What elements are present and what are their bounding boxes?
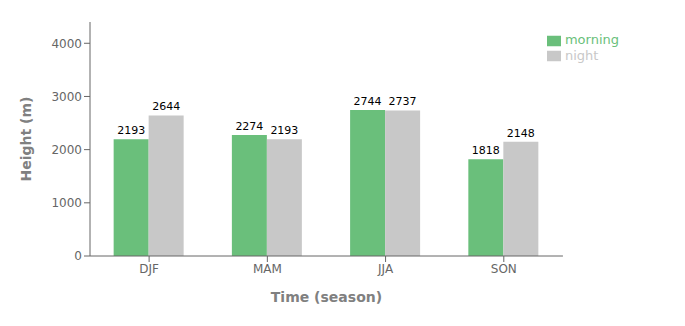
svg-text:Height (m): Height (m) xyxy=(18,97,34,182)
svg-text:2000: 2000 xyxy=(51,143,82,157)
svg-text:Time (season): Time (season) xyxy=(271,289,382,305)
svg-text:2737: 2737 xyxy=(389,95,417,108)
html-text:morning: morning xyxy=(564,32,619,47)
svg-text:2644: 2644 xyxy=(152,100,180,113)
svg-text:SON: SON xyxy=(491,262,517,276)
svg-text:DJF: DJF xyxy=(139,262,159,276)
svg-text:2193: 2193 xyxy=(270,124,298,137)
svg-text:1000: 1000 xyxy=(51,196,82,210)
svg-text:1818: 1818 xyxy=(472,144,500,157)
svg-text:JJA: JJA xyxy=(377,262,394,276)
html-text:night: night xyxy=(564,47,599,63)
svg-text:3000: 3000 xyxy=(51,90,82,104)
svg-text:2744: 2744 xyxy=(354,95,382,108)
svg-text:2274: 2274 xyxy=(235,120,263,133)
svg-text:0: 0 xyxy=(74,249,82,263)
svg-text:4000: 4000 xyxy=(51,37,82,51)
svg-text:2148: 2148 xyxy=(507,127,535,140)
svg-text:2193: 2193 xyxy=(117,124,145,137)
svg-text:MAM: MAM xyxy=(253,262,282,276)
